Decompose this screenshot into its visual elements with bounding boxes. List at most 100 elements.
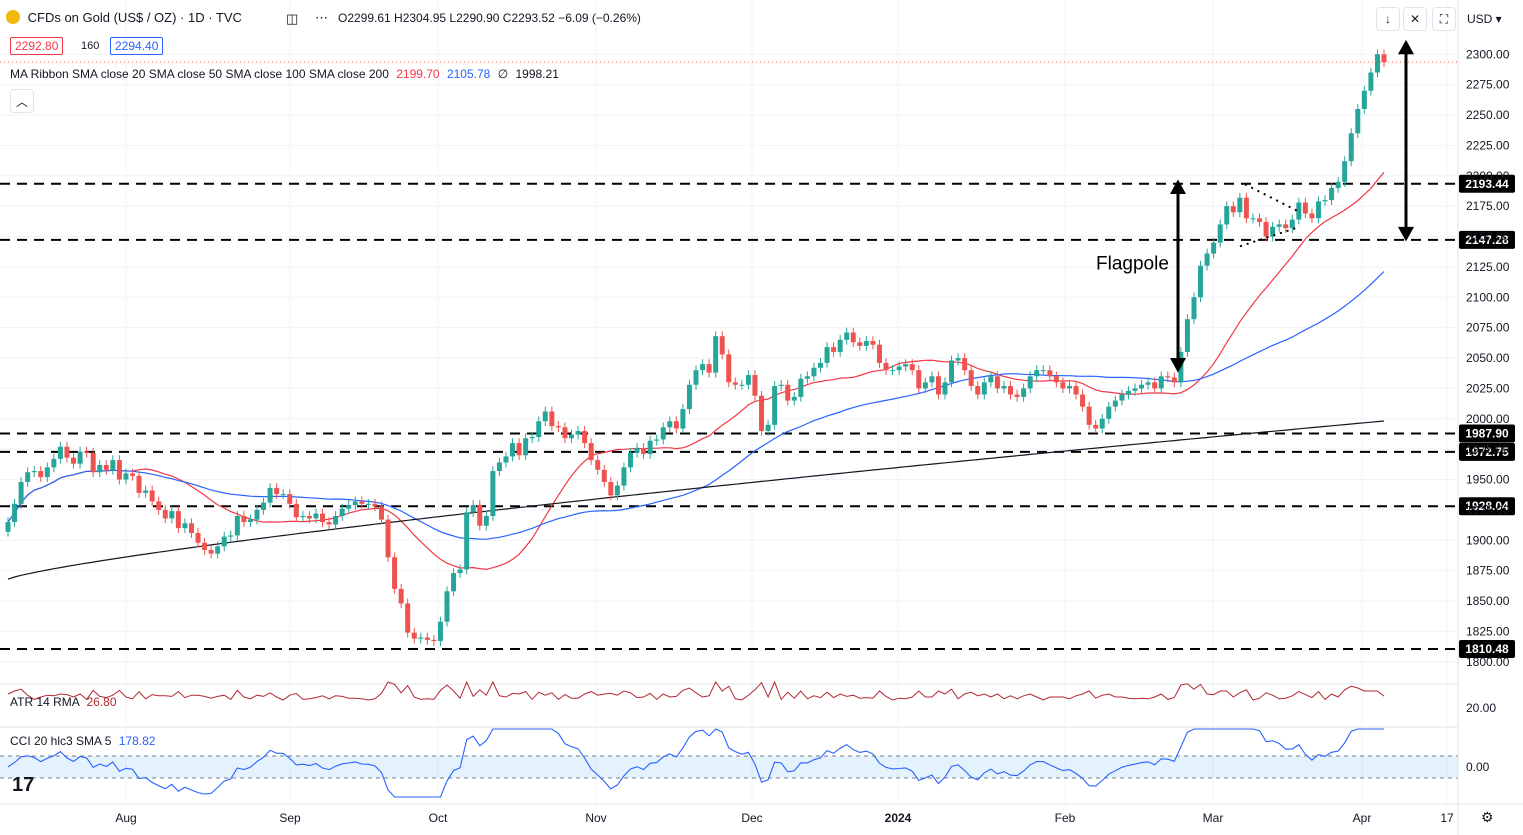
candle-body	[523, 438, 529, 456]
candle-body	[1309, 213, 1315, 219]
price-tick-label: 1825.00	[1466, 624, 1510, 638]
time-tick-label: Oct	[429, 811, 448, 825]
candle-body	[870, 341, 876, 345]
candle-body	[601, 469, 607, 482]
ma-ribbon-v4: 1998.21	[515, 67, 559, 81]
candle-body	[1093, 424, 1099, 429]
target-arrowhead-up	[1398, 39, 1414, 55]
candle-body	[614, 485, 620, 496]
candle-body	[57, 446, 63, 459]
ohlc-readout: O2299.61 H2304.95 L2290.90 C2293.52 −6.0…	[338, 11, 641, 25]
price-tick-label: 1875.00	[1466, 564, 1510, 578]
candle-body	[503, 456, 509, 463]
price-tick-label: 2075.00	[1466, 321, 1510, 335]
candle-body	[713, 336, 719, 373]
candle-body	[765, 424, 771, 431]
candle-body	[359, 501, 365, 504]
candle-body	[346, 505, 352, 509]
ma-ribbon-legend[interactable]: MA Ribbon SMA close 20 SMA close 50 SMA …	[10, 67, 559, 81]
candle-body	[706, 364, 712, 373]
candle-body	[18, 481, 24, 504]
candle-body	[621, 467, 627, 486]
eye-icon[interactable]: ◫	[286, 11, 299, 26]
fullscreen-icon[interactable]: ⛶	[1432, 7, 1456, 31]
cci-legend[interactable]: CCI 20 hlc3 SMA 5 178.82	[10, 734, 155, 748]
gold-icon	[6, 10, 20, 24]
candle-body	[1014, 394, 1020, 397]
candle-body	[188, 523, 194, 533]
time-tick-label: Dec	[741, 811, 762, 825]
candle-body	[555, 426, 561, 428]
candle-body	[1368, 72, 1374, 91]
candle-body	[97, 464, 103, 473]
candle-body	[732, 382, 738, 385]
cci-line	[7, 728, 1384, 798]
ma-ribbon-label: MA Ribbon SMA close 20 SMA close 50 SMA …	[10, 67, 389, 81]
level-label: 1928.04	[1465, 499, 1509, 513]
candle-body	[660, 427, 666, 440]
candle-body	[988, 376, 994, 383]
arrow-down-icon[interactable]: ↓	[1376, 7, 1400, 31]
atr-legend[interactable]: ATR 14 RMA 26.80	[10, 695, 117, 709]
candle-body	[949, 360, 955, 383]
symbol-header[interactable]: CFDs on Gold (US$ / OZ) · 1D · TVC	[6, 10, 242, 25]
candle-body	[916, 370, 922, 389]
candle-body	[195, 532, 201, 543]
more-icon[interactable]: ⋯	[315, 10, 328, 25]
tradingview-logo: 17	[12, 774, 35, 796]
candle-body	[962, 358, 968, 371]
buy-price[interactable]: 2294.40	[110, 37, 164, 55]
candle-body	[680, 409, 686, 429]
candle-body	[1237, 197, 1243, 213]
candle-body	[693, 370, 699, 385]
level-label-bg	[1459, 497, 1515, 516]
price-tick-label: 2175.00	[1466, 199, 1510, 213]
flag-upper-trendline	[1244, 183, 1301, 214]
candle-body	[247, 519, 253, 523]
candle-body	[1211, 242, 1217, 254]
candle-body	[90, 452, 96, 473]
candle-body	[320, 513, 326, 523]
candle-body	[516, 443, 522, 456]
candle-body	[588, 443, 594, 461]
indicator-panes: 20.00 0.00	[0, 680, 1496, 798]
candle-body	[542, 411, 548, 422]
candle-body	[496, 462, 502, 472]
ma-ribbon-v2: 2105.78	[446, 67, 491, 81]
time-tick-label: Sep	[279, 811, 301, 825]
candle-body	[791, 396, 797, 401]
collapse-icon[interactable]: ✕	[1403, 7, 1427, 31]
sell-price[interactable]: 2292.80	[10, 37, 64, 55]
candle-body	[1158, 376, 1164, 389]
candle-body	[1257, 218, 1263, 222]
candle-body	[1086, 406, 1092, 425]
candle-body	[890, 370, 896, 372]
candle-body	[863, 341, 869, 346]
candle-body	[418, 637, 424, 639]
candlesticks	[5, 49, 1387, 646]
candle-body	[1060, 382, 1066, 389]
settings-gear-icon[interactable]: ⚙	[1481, 809, 1494, 825]
candle-body	[1204, 253, 1210, 266]
price-axis: 1800.00 1825.00 1850.00 1875.00 1900.00 1925.…	[1457, 0, 1510, 835]
candle-body	[804, 376, 810, 379]
currency-selector[interactable]: USD ▾	[1467, 12, 1502, 26]
candle-body	[1171, 377, 1177, 383]
candle-body	[876, 344, 882, 363]
candle-body	[1053, 376, 1059, 383]
collapse-chevron-icon[interactable]: ︿	[10, 89, 34, 113]
candle-body	[162, 509, 168, 519]
price-tick-label: 2250.00	[1466, 108, 1510, 122]
candle-body	[64, 446, 70, 458]
candle-body	[667, 421, 673, 428]
candle-body	[31, 471, 37, 473]
price-tick-label: 2300.00	[1466, 47, 1510, 61]
price-tick-label: 2150.00	[1466, 230, 1510, 244]
candle-body	[673, 421, 679, 429]
candle-body	[575, 430, 581, 435]
price-tick-label: 2200.00	[1466, 169, 1510, 183]
candle-body	[1374, 54, 1380, 73]
price-tick-label: 2275.00	[1466, 78, 1510, 92]
candle-body	[1112, 400, 1118, 407]
